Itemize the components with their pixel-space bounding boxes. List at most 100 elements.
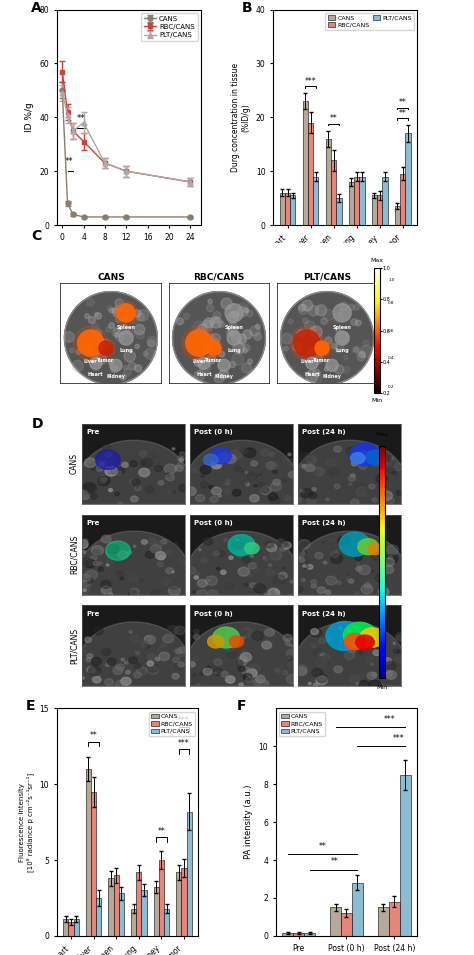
Circle shape [101, 339, 110, 349]
Circle shape [135, 365, 142, 371]
Circle shape [225, 482, 229, 485]
Circle shape [189, 676, 199, 684]
Circle shape [226, 479, 231, 484]
Circle shape [303, 558, 309, 563]
Bar [187, 812, 191, 936]
Circle shape [136, 459, 140, 462]
Circle shape [364, 548, 367, 551]
Circle shape [107, 306, 112, 311]
Circle shape [252, 566, 259, 572]
Circle shape [372, 498, 377, 502]
Circle shape [351, 319, 357, 326]
Circle shape [302, 464, 306, 468]
Circle shape [97, 340, 105, 349]
Circle shape [118, 551, 128, 559]
Circle shape [254, 679, 263, 686]
Circle shape [123, 366, 128, 370]
Circle shape [199, 548, 201, 551]
Text: PLT/CANS: PLT/CANS [70, 627, 79, 664]
Circle shape [133, 671, 141, 678]
Circle shape [100, 462, 104, 466]
Circle shape [99, 562, 102, 564]
Circle shape [286, 649, 297, 658]
Circle shape [357, 548, 364, 554]
Circle shape [93, 671, 100, 677]
Text: Pre: Pre [86, 520, 100, 526]
Circle shape [236, 549, 246, 557]
Circle shape [283, 479, 286, 482]
Bar [377, 196, 382, 225]
Circle shape [193, 321, 204, 331]
Circle shape [354, 305, 359, 310]
Circle shape [273, 575, 285, 584]
Circle shape [217, 465, 220, 468]
Circle shape [247, 359, 253, 364]
Circle shape [239, 448, 247, 454]
Circle shape [115, 305, 120, 309]
Circle shape [147, 653, 156, 660]
Circle shape [339, 302, 348, 310]
Circle shape [95, 329, 101, 336]
Text: Liver: Liver [84, 359, 98, 364]
Circle shape [157, 562, 163, 567]
Circle shape [152, 454, 158, 458]
Text: ***: *** [383, 714, 395, 724]
Bar [109, 879, 114, 936]
Circle shape [159, 652, 170, 661]
Circle shape [214, 659, 222, 666]
Circle shape [206, 667, 211, 670]
Circle shape [331, 554, 343, 563]
Circle shape [139, 468, 150, 477]
Circle shape [349, 647, 356, 652]
Circle shape [210, 496, 218, 502]
Circle shape [78, 330, 104, 356]
Circle shape [270, 553, 278, 559]
Circle shape [265, 569, 275, 577]
Circle shape [211, 662, 219, 668]
Circle shape [234, 466, 241, 472]
Circle shape [239, 683, 243, 687]
Circle shape [96, 459, 107, 468]
Circle shape [201, 558, 208, 563]
Circle shape [385, 670, 396, 679]
Circle shape [243, 329, 252, 339]
Circle shape [92, 550, 100, 556]
Circle shape [136, 651, 140, 654]
Circle shape [388, 670, 390, 672]
Circle shape [354, 348, 358, 352]
Text: Liver: Liver [300, 359, 314, 364]
Circle shape [106, 541, 130, 561]
Circle shape [129, 575, 137, 582]
Text: Tumor: Tumor [313, 358, 331, 363]
Circle shape [112, 329, 120, 336]
Circle shape [386, 498, 394, 504]
Circle shape [369, 484, 375, 489]
Circle shape [346, 452, 351, 456]
Circle shape [370, 663, 374, 666]
Circle shape [242, 363, 252, 372]
Circle shape [384, 456, 391, 461]
Text: Post (24 h): Post (24 h) [302, 429, 346, 435]
Circle shape [135, 325, 145, 334]
Circle shape [145, 636, 152, 642]
Circle shape [386, 545, 399, 555]
Circle shape [99, 341, 113, 355]
Circle shape [255, 324, 260, 329]
Circle shape [286, 674, 298, 684]
Circle shape [97, 643, 106, 649]
Circle shape [157, 647, 163, 652]
Circle shape [356, 566, 362, 571]
Circle shape [351, 499, 359, 505]
Circle shape [252, 631, 264, 641]
Circle shape [254, 584, 265, 593]
Bar [68, 923, 73, 936]
Text: Lung: Lung [119, 349, 133, 353]
Circle shape [317, 674, 328, 683]
Circle shape [232, 336, 237, 342]
Circle shape [354, 458, 366, 468]
Circle shape [84, 458, 96, 467]
Circle shape [207, 341, 221, 355]
Circle shape [213, 668, 223, 676]
Text: C: C [32, 229, 42, 244]
Circle shape [299, 540, 310, 549]
